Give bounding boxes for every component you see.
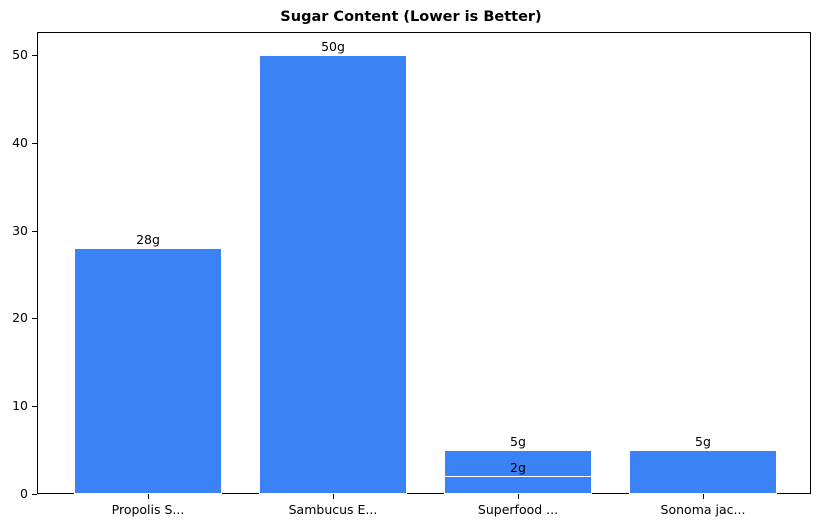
y-tick-label: 20 bbox=[12, 310, 28, 326]
x-tick-mark bbox=[148, 494, 149, 499]
y-tick-label: 40 bbox=[12, 134, 28, 150]
bar-value-label: 50g bbox=[321, 39, 345, 54]
y-tick-label: 30 bbox=[12, 222, 28, 238]
x-tick-mark bbox=[333, 494, 334, 499]
bar bbox=[259, 55, 407, 494]
bar bbox=[74, 248, 222, 494]
bar bbox=[444, 476, 592, 494]
y-tick-mark bbox=[32, 55, 37, 56]
x-tick-label: Propolis S... bbox=[111, 502, 185, 517]
y-tick-mark bbox=[32, 494, 37, 495]
chart-title: Sugar Content (Lower is Better) bbox=[280, 9, 542, 25]
bar-value-label: 5g bbox=[510, 434, 526, 450]
x-tick-label: Superfood ... bbox=[477, 502, 559, 517]
y-tick-mark bbox=[32, 406, 37, 408]
bar bbox=[629, 450, 777, 494]
bar-value-label: 5g bbox=[695, 434, 711, 450]
x-tick-label: Sambucus E... bbox=[288, 502, 378, 517]
y-tick-mark bbox=[32, 230, 37, 232]
y-tick-mark bbox=[32, 318, 37, 320]
bar-value-label: 2g bbox=[510, 460, 526, 476]
x-tick-label: Sonoma jac... bbox=[660, 502, 746, 517]
y-tick-label: 0 bbox=[20, 486, 28, 501]
plot-area bbox=[37, 32, 811, 494]
y-tick-label: 50 bbox=[12, 47, 28, 62]
y-tick-mark bbox=[32, 142, 37, 144]
bar-value-label: 28g bbox=[136, 232, 160, 248]
y-tick-label: 10 bbox=[12, 398, 28, 414]
x-tick-mark bbox=[703, 494, 704, 499]
x-tick-mark bbox=[518, 494, 519, 499]
